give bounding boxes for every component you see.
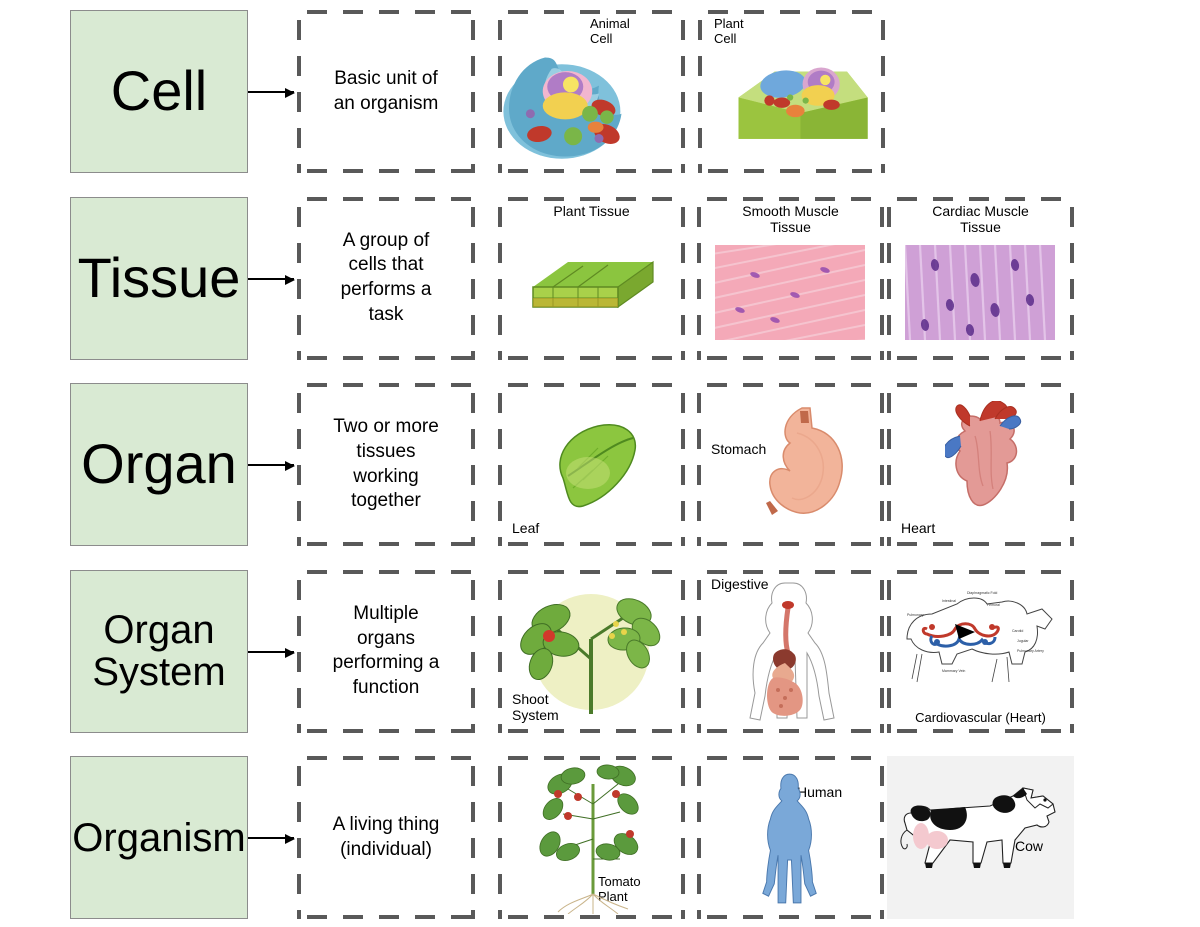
svg-text:Pulmonary: Pulmonary — [907, 613, 924, 617]
svg-text:Pulmonary Artery: Pulmonary Artery — [1017, 649, 1044, 653]
svg-text:Intestinal: Intestinal — [942, 599, 956, 603]
svg-text:Diaphragmatic Fold: Diaphragmatic Fold — [967, 591, 997, 595]
svg-text:Jugular: Jugular — [1017, 639, 1029, 643]
svg-text:Mammary Vein: Mammary Vein — [942, 669, 965, 673]
svg-text:Carotid: Carotid — [1012, 629, 1023, 633]
svg-text:Femoral: Femoral — [987, 603, 1000, 607]
